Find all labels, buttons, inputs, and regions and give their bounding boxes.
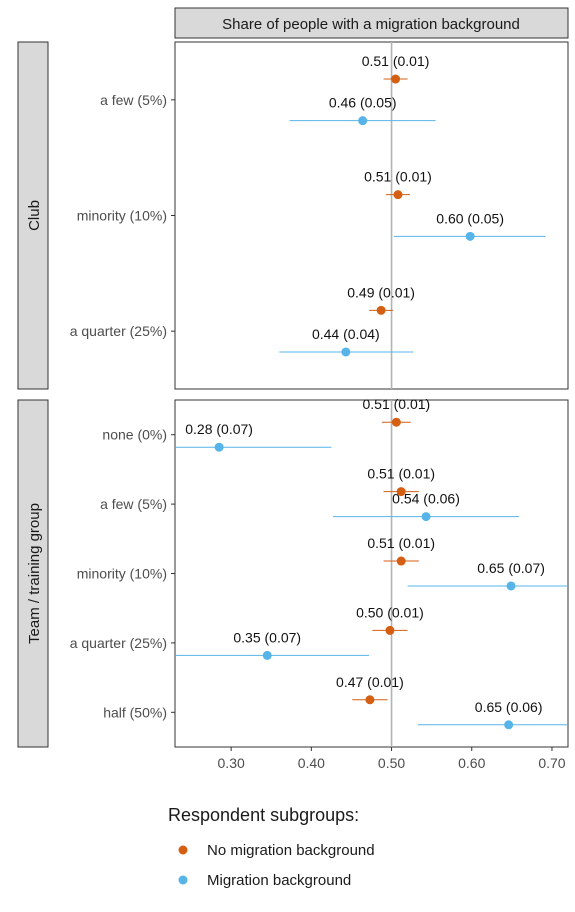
point-migration [262, 650, 272, 660]
x-tick-label: 0.30 [218, 755, 245, 771]
point-migration [341, 347, 351, 357]
strip-label-club: Club [26, 200, 43, 231]
data-label-no-migration: 0.51 (0.01) [362, 53, 430, 69]
data-label-no-migration: 0.49 (0.01) [347, 284, 415, 300]
legend-label-no-migration: No migration background [207, 842, 375, 859]
x-tick-label: 0.60 [458, 755, 485, 771]
legend-marker-migration [178, 875, 188, 885]
y-tick-label: minority (10%) [77, 566, 167, 582]
point-no-migration [365, 695, 375, 705]
chart-marks: a few (5%) 0.51 (0.01) 0.46 (0.05) minority… [70, 42, 568, 771]
strip-club [17, 41, 49, 390]
point-migration [358, 116, 368, 126]
y-tick-label: a few (5%) [100, 496, 167, 512]
x-tick-label: 0.40 [298, 755, 325, 771]
data-label-migration: 0.54 (0.06) [392, 491, 460, 507]
data-label-no-migration: 0.51 (0.01) [367, 466, 435, 482]
y-tick-label: minority (10%) [77, 208, 167, 224]
data-label-no-migration: 0.50 (0.01) [356, 604, 424, 620]
point-migration [506, 581, 516, 591]
point-no-migration [391, 74, 401, 84]
point-no-migration [385, 625, 395, 635]
legend-label-migration: Migration background [207, 872, 351, 889]
data-label-migration: 0.65 (0.06) [475, 699, 543, 715]
y-tick-label: none (0%) [102, 427, 167, 443]
data-label-no-migration: 0.51 (0.01) [364, 169, 432, 185]
point-migration [421, 512, 431, 522]
point-migration [214, 442, 224, 452]
data-label-migration: 0.65 (0.07) [477, 560, 545, 576]
facet-title: Share of people with a migration backgro… [222, 16, 520, 33]
point-no-migration [391, 417, 401, 427]
data-label-migration: 0.46 (0.05) [329, 95, 397, 111]
point-migration [465, 231, 475, 241]
point-migration [504, 720, 514, 730]
data-label-migration: 0.44 (0.04) [312, 326, 380, 342]
point-no-migration [396, 556, 406, 566]
panel-team [174, 399, 569, 748]
point-no-migration [376, 305, 386, 315]
y-tick-label: half (50%) [103, 704, 167, 720]
data-label-migration: 0.60 (0.05) [436, 210, 504, 226]
panel-club [174, 41, 569, 390]
strip-team [17, 399, 49, 748]
data-label-no-migration: 0.51 (0.01) [367, 535, 435, 551]
data-label-migration: 0.28 (0.07) [185, 421, 253, 437]
y-tick-label: a few (5%) [100, 92, 167, 108]
point-no-migration [393, 190, 403, 200]
point-no-migration [396, 487, 406, 497]
strip-label-team: Team / training group [26, 503, 43, 644]
facet-title-strip [174, 7, 569, 39]
x-tick-label: 0.50 [378, 755, 405, 771]
legend-title: Respondent subgroups: [168, 805, 359, 825]
data-label-migration: 0.35 (0.07) [233, 629, 301, 645]
y-tick-label: a quarter (25%) [70, 635, 167, 651]
data-label-no-migration: 0.51 (0.01) [363, 396, 431, 412]
legend-marker-no-migration [178, 845, 188, 855]
y-tick-label: a quarter (25%) [70, 323, 167, 339]
x-tick-label: 0.70 [538, 755, 565, 771]
data-label-no-migration: 0.47 (0.01) [336, 674, 404, 690]
